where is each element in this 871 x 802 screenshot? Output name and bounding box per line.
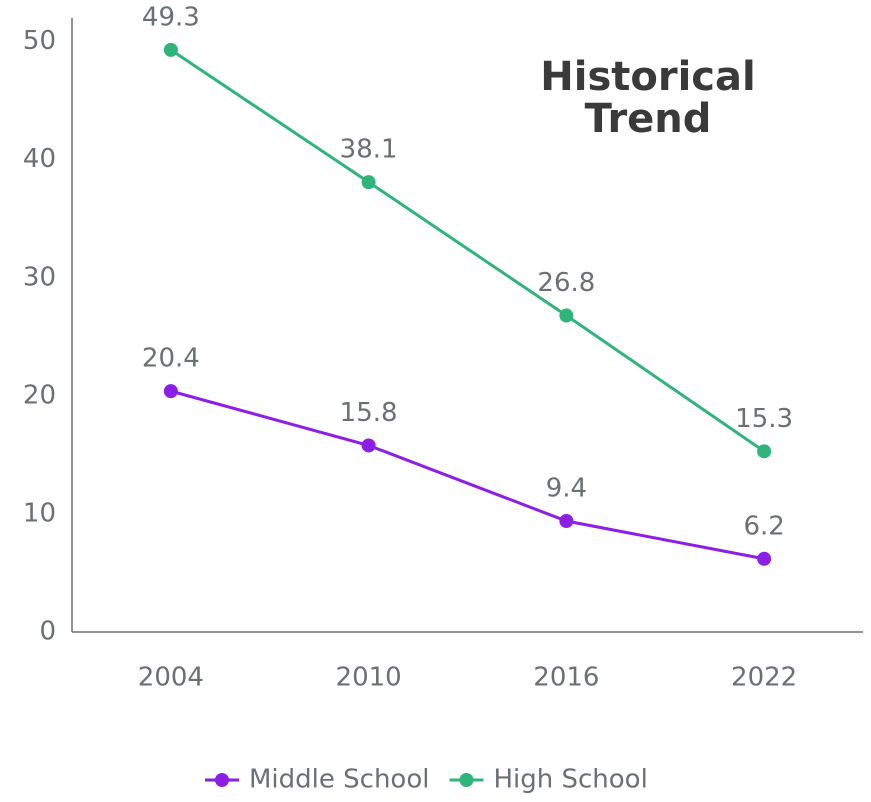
- point: [559, 308, 574, 323]
- point: [163, 42, 178, 57]
- data-label: 26.8: [537, 268, 595, 298]
- data-label: 15.3: [735, 404, 793, 434]
- point: [757, 551, 772, 566]
- y-tick-label: 20: [23, 380, 56, 410]
- series-line: [170, 48, 765, 453]
- y-tick-label: 0: [39, 617, 56, 647]
- x-tick-label: 2022: [731, 663, 797, 693]
- point: [559, 514, 574, 529]
- data-label: 6.2: [743, 511, 784, 541]
- legend-label: Middle School: [249, 765, 429, 795]
- data-label: 9.4: [546, 474, 587, 504]
- series-line: [170, 389, 765, 561]
- y-tick-label: 40: [23, 144, 56, 174]
- x-tick-label: 2004: [138, 663, 204, 693]
- x-tick-label: 2010: [336, 663, 402, 693]
- point: [757, 444, 772, 459]
- y-tick-label: 30: [23, 262, 56, 292]
- data-label: 20.4: [142, 344, 200, 374]
- data-label: 49.3: [142, 2, 200, 32]
- legend-marker: [215, 773, 229, 787]
- point: [361, 438, 376, 453]
- point: [361, 175, 376, 190]
- data-label: 38.1: [340, 135, 398, 165]
- data-label: 15.8: [340, 398, 398, 428]
- legend-label: High School: [493, 765, 647, 795]
- y-tick-label: 50: [23, 26, 56, 56]
- y-tick-label: 10: [23, 498, 56, 528]
- x-tick-label: 2016: [533, 663, 599, 693]
- chart-title: Historical Trend: [540, 54, 756, 142]
- point: [163, 384, 178, 399]
- legend-marker: [459, 773, 474, 787]
